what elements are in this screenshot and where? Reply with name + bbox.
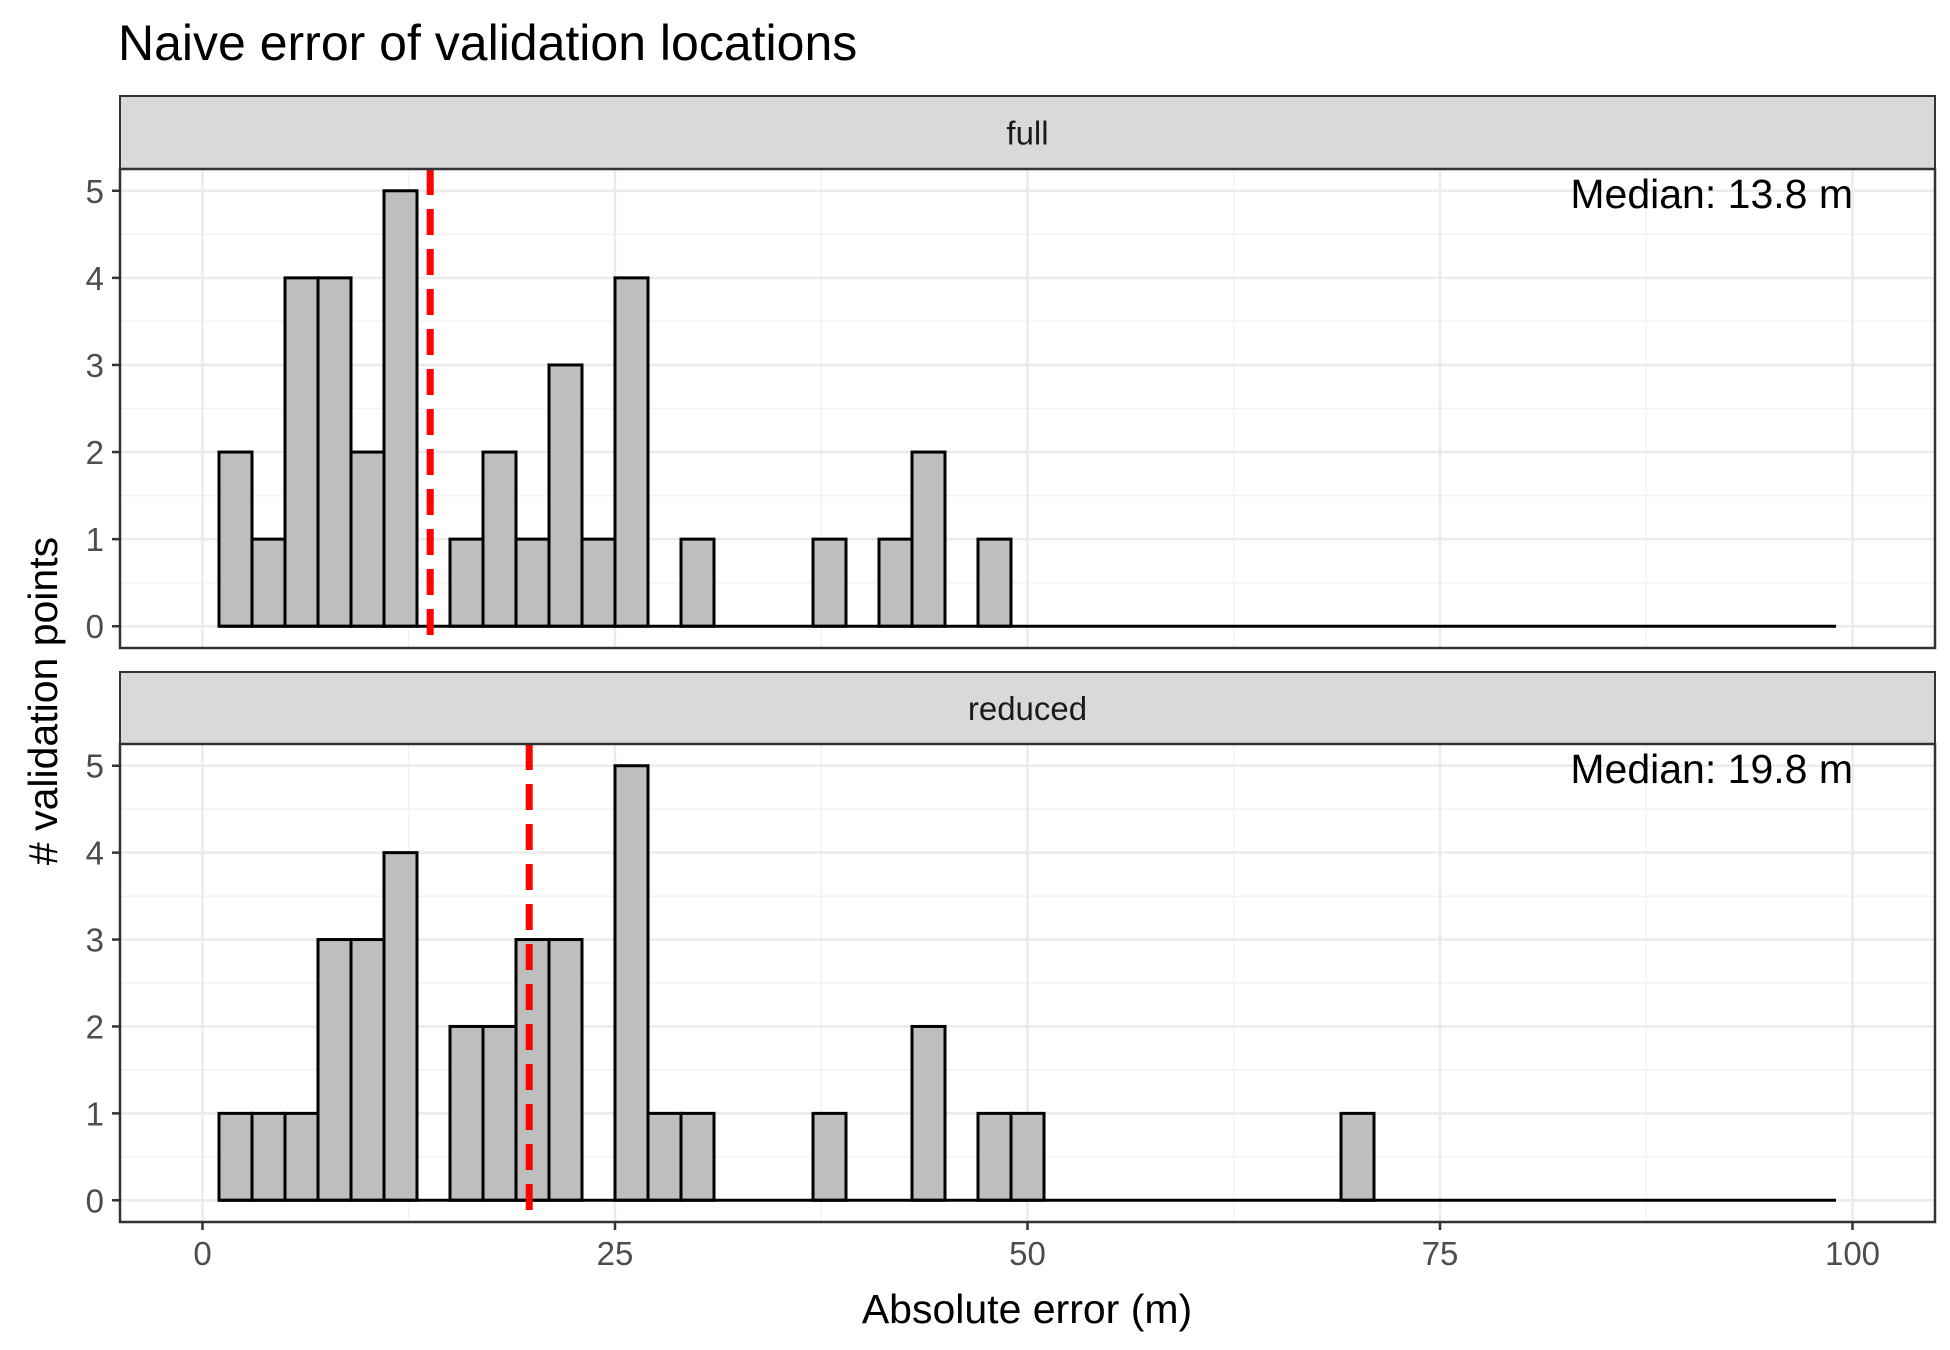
histogram-bar: [514, 537, 551, 628]
y-tick-label: 5: [86, 748, 104, 785]
x-tick-label: 25: [597, 1235, 634, 1272]
y-tick-label: 2: [86, 1008, 104, 1045]
histogram-bar: [910, 1024, 947, 1202]
histogram-bar: [283, 1111, 320, 1202]
y-tick-label: 1: [86, 521, 104, 558]
histogram-bar: [679, 1111, 716, 1202]
histogram-bar: [679, 537, 716, 628]
histogram-bar: [349, 450, 386, 628]
x-tick-label: 0: [193, 1235, 211, 1272]
y-tick-label: 3: [86, 922, 104, 959]
y-tick-label: 3: [86, 347, 104, 384]
histogram-bar: [613, 276, 650, 628]
histogram-bar: [283, 276, 320, 628]
facet-panels: full Median: 13.8 m 0 1 2 3 4 5 reduced Median: 1…: [86, 95, 1937, 1272]
y-tick-label: 5: [86, 173, 104, 210]
y-tick-label: 0: [86, 608, 104, 645]
facet-panel-full: full Median: 13.8 m 0 1 2 3 4 5: [86, 95, 1937, 650]
histogram-bar: [217, 450, 254, 628]
histogram-bar: [481, 450, 518, 628]
histogram-bar: [217, 1111, 254, 1202]
chart-title: Naive error of validation locations: [118, 15, 857, 71]
histogram-bar: [382, 189, 419, 628]
panel-border: [118, 167, 1937, 650]
histogram-bar: [349, 938, 386, 1202]
y-tick-label: 1: [86, 1095, 104, 1132]
histogram-bar: [1339, 1111, 1376, 1202]
histogram-bar: [910, 450, 947, 628]
histogram-bar: [811, 1111, 848, 1202]
median-annotation: Median: 19.8 m: [1570, 746, 1853, 792]
histogram-bar: [316, 276, 353, 628]
facet-strip-label: reduced: [968, 690, 1087, 727]
x-tick-label: 100: [1825, 1235, 1880, 1272]
histogram-bar: [976, 1111, 1013, 1202]
histogram-bar: [448, 537, 485, 628]
histogram-bar: [547, 938, 584, 1202]
histogram-bar: [250, 1111, 287, 1202]
histogram-bar: [547, 363, 584, 628]
x-tick-label: 75: [1422, 1235, 1459, 1272]
histogram-bar: [580, 537, 617, 628]
histogram-bar: [1009, 1111, 1046, 1202]
facet-strip: [119, 95, 1936, 170]
histogram-bar: [877, 537, 914, 628]
y-tick-label: 0: [86, 1182, 104, 1219]
histogram-bar: [448, 1024, 485, 1202]
histogram-bar: [613, 764, 650, 1202]
median-annotation: Median: 13.8 m: [1570, 171, 1853, 217]
y-tick-label: 4: [86, 260, 104, 297]
y-axis-label: # validation points: [20, 537, 66, 865]
facet-strip: [119, 671, 1936, 745]
facet-strip-label: full: [1006, 115, 1048, 152]
y-tick-label: 4: [86, 835, 104, 872]
x-tick-label: 50: [1009, 1235, 1046, 1272]
histogram-bar: [811, 537, 848, 628]
histogram-bar: [382, 851, 419, 1202]
histogram-bar: [250, 537, 287, 628]
histogram-bar: [976, 537, 1013, 628]
histogram-bar: [481, 1024, 518, 1202]
histogram-bar: [646, 1111, 683, 1202]
x-axis-label: Absolute error (m): [862, 1286, 1192, 1332]
y-tick-label: 2: [86, 434, 104, 471]
histogram-bar: [316, 938, 353, 1202]
